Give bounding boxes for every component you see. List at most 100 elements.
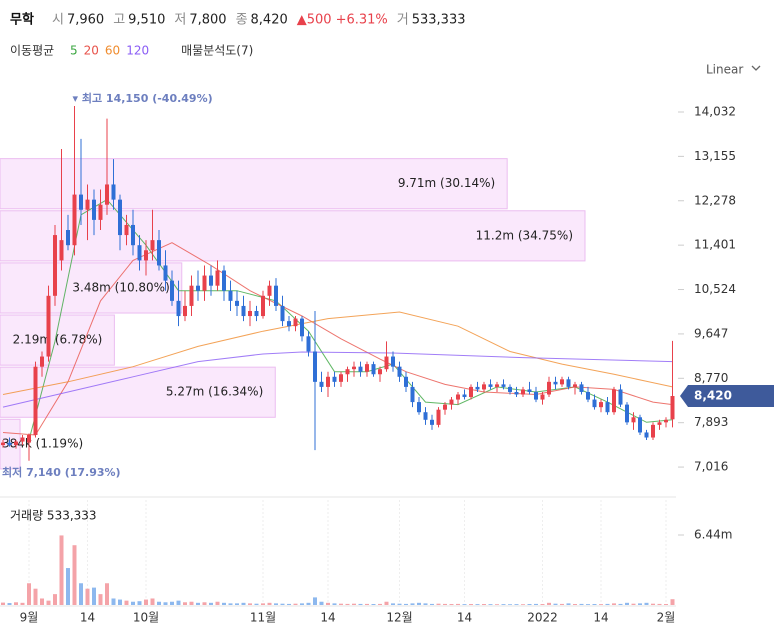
- volume-bar: [222, 602, 226, 605]
- candle-body: [92, 199, 96, 220]
- volume-bar: [579, 603, 584, 605]
- volume-bar: [410, 603, 415, 605]
- candle-body: [365, 364, 369, 372]
- volume-bar: [72, 545, 77, 605]
- volume-bar: [534, 603, 538, 605]
- header-key: 종: [236, 13, 248, 28]
- volume-bar: [664, 604, 668, 605]
- volume-profile-bar: [0, 314, 115, 366]
- candle-body: [274, 285, 278, 306]
- volume-bar: [144, 599, 148, 605]
- volume-profile-label: 11.2m (34.75%): [476, 228, 573, 242]
- volume-profile-label: 2.19m (6.78%): [13, 333, 103, 347]
- volume-bar: [397, 603, 402, 605]
- candle-body: [339, 374, 343, 382]
- candle-body: [599, 402, 603, 408]
- moving-average-line: [2, 351, 673, 408]
- candle-body: [7, 442, 12, 446]
- candle-body: [189, 285, 194, 306]
- x-tick-label: 14: [593, 611, 608, 625]
- candle-body: [27, 434, 31, 443]
- volume-bar: [592, 604, 597, 605]
- candle-body: [144, 250, 148, 261]
- volume-bar: [371, 604, 376, 605]
- candle-body: [248, 310, 252, 317]
- x-tick-label: 11월: [250, 611, 276, 625]
- legend-entry: 5: [70, 44, 78, 58]
- candle-body: [378, 369, 382, 375]
- volume-bar: [495, 604, 499, 605]
- stock-name: 무학: [10, 12, 34, 28]
- volume-bar: [345, 603, 350, 605]
- candle-body: [72, 194, 77, 246]
- candle-body: [631, 417, 636, 423]
- volume-title: 거래량 533,333: [10, 509, 97, 523]
- volume-bar: [599, 604, 603, 605]
- candle-body: [40, 356, 44, 367]
- volume-bar: [378, 603, 382, 605]
- volume-profile-bar: [0, 158, 508, 210]
- volume-bar: [248, 603, 252, 605]
- scale-label[interactable]: Linear: [706, 63, 743, 77]
- volume-bar: [235, 603, 239, 605]
- volume-profile-bar: [0, 210, 586, 262]
- candle-body: [644, 432, 649, 438]
- candle-body: [566, 379, 571, 387]
- candle-body: [417, 402, 421, 413]
- volume-bar: [553, 603, 558, 605]
- candle-body: [592, 399, 597, 408]
- volume-bar: [280, 603, 285, 605]
- candle-body: [33, 366, 38, 435]
- volume-bar: [560, 603, 564, 605]
- candle-body: [53, 235, 57, 296]
- volume-bar: [306, 602, 311, 605]
- volume-bar: [501, 604, 506, 605]
- volume-bar: [423, 603, 428, 605]
- volume-bar: [254, 603, 259, 605]
- candle-body: [488, 384, 493, 387]
- volume-bar: [339, 603, 343, 605]
- volume-bar: [436, 603, 441, 605]
- volume-bar: [475, 604, 480, 605]
- candle-body: [137, 245, 142, 261]
- x-tick-label: 2022: [527, 611, 558, 625]
- volume-bar: [267, 602, 272, 605]
- volume-bar: [313, 597, 317, 605]
- header-value: 7,960: [67, 13, 104, 28]
- candle-body: [670, 396, 675, 420]
- candle-body: [170, 280, 174, 301]
- candle-body: [222, 270, 226, 291]
- scale-dropdown-icon[interactable]: [751, 65, 761, 71]
- volume-bar: [319, 601, 324, 605]
- volume-bar: [202, 602, 207, 605]
- candle-body: [618, 389, 623, 405]
- candle-body: [501, 384, 506, 387]
- candle-body: [267, 285, 272, 296]
- candle-body: [183, 305, 187, 317]
- volume-bar: [657, 603, 662, 605]
- candle-body: [79, 194, 83, 210]
- volume-bar: [157, 601, 161, 605]
- candle-body: [495, 384, 499, 387]
- volume-bar: [98, 594, 103, 605]
- volume-profile-label: 9.71m (30.14%): [398, 176, 495, 190]
- y-tick-label: 13,155: [694, 149, 736, 163]
- volume-bar: [456, 603, 460, 605]
- volume-bar: [618, 603, 623, 605]
- candle-body: [306, 336, 311, 352]
- y-tick-label: 10,524: [694, 282, 736, 296]
- candle-body: [423, 412, 428, 420]
- candle-body: [612, 389, 616, 413]
- header: 무학: [10, 12, 34, 28]
- volume-bar: [137, 601, 142, 605]
- volume-bar: [625, 602, 629, 605]
- candle-body: [443, 404, 447, 410]
- candle-body: [176, 300, 181, 317]
- candle-body: [540, 394, 545, 400]
- volume-bar: [118, 599, 122, 605]
- candle-body: [319, 381, 324, 387]
- candle-body: [384, 356, 389, 370]
- volume-bar: [27, 583, 31, 605]
- candle-body: [436, 409, 441, 425]
- volume-bar: [124, 600, 129, 605]
